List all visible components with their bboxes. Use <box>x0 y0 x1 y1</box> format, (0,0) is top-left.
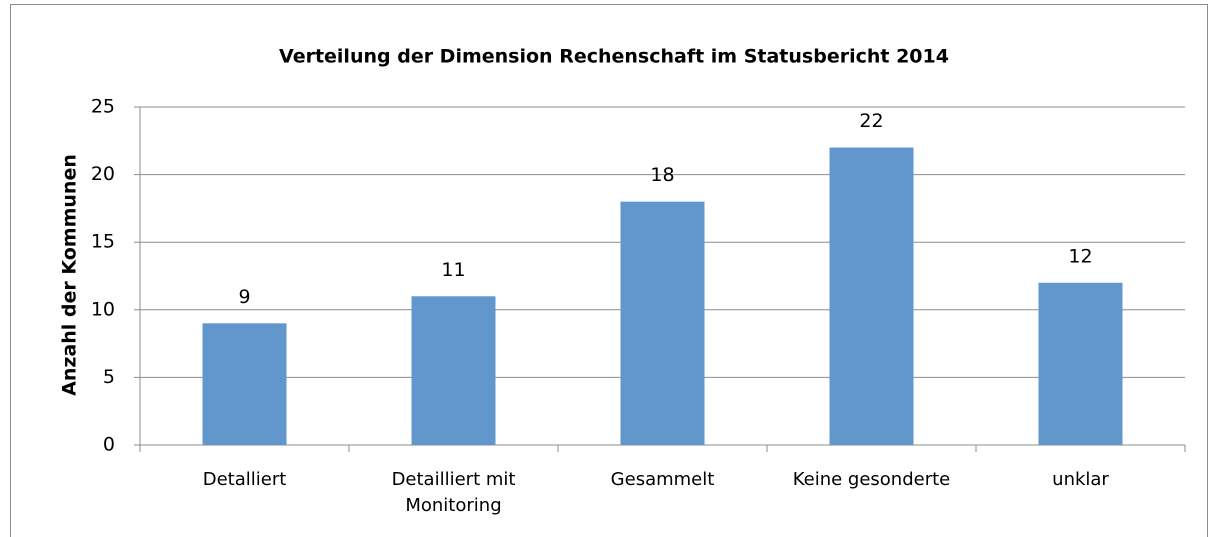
data-label: 22 <box>859 110 883 132</box>
data-label: 18 <box>650 164 674 186</box>
bar <box>620 201 705 445</box>
bar <box>411 296 496 445</box>
bar <box>1038 282 1123 445</box>
y-tick-label: 15 <box>91 231 115 253</box>
data-label: 9 <box>238 286 250 308</box>
x-tick-label: unklar <box>1052 469 1109 490</box>
x-tick-label: Gesammelt <box>610 469 715 490</box>
data-label: 12 <box>1068 245 1092 267</box>
y-tick-label: 0 <box>103 434 115 456</box>
bar <box>829 147 914 445</box>
chart-frame <box>10 4 1208 537</box>
y-tick-label: 25 <box>91 96 115 118</box>
data-label: 11 <box>441 259 465 281</box>
x-tick-label: Keine gesonderte <box>792 469 951 490</box>
y-tick-label: 20 <box>91 163 115 185</box>
bar <box>202 323 287 445</box>
y-tick-label: 10 <box>91 298 115 320</box>
x-tick-label: Detailliert mit Monitoring <box>391 469 516 516</box>
chart-title: Verteilung der Dimension Rechenschaft im… <box>279 46 949 68</box>
y-axis-label: Anzahl der Kommunen <box>59 154 81 396</box>
y-tick-label: 5 <box>103 366 115 388</box>
x-tick-label: Detalliert <box>202 469 287 490</box>
